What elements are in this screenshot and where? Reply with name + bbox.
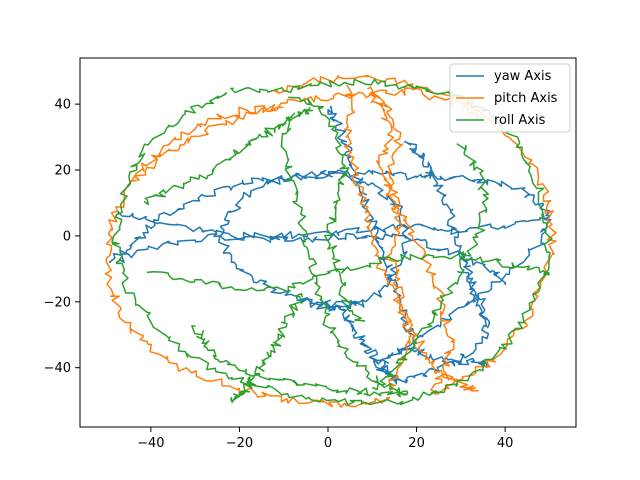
y-tick-label: 0 bbox=[63, 229, 71, 244]
legend-frame bbox=[449, 63, 571, 133]
series-line-roll-3 bbox=[280, 112, 408, 396]
y-axis-ticks: −40 −20 0 20 40 bbox=[44, 98, 80, 376]
series-line-yaw-2 bbox=[218, 169, 413, 309]
legend-label-roll: roll Axis bbox=[494, 113, 546, 128]
series-line-pitch-1 bbox=[274, 74, 557, 395]
series-line-roll-7 bbox=[372, 143, 490, 391]
series-line-yaw-8 bbox=[327, 105, 417, 350]
legend-label-yaw: yaw Axis bbox=[494, 69, 552, 84]
series-line-roll-5 bbox=[146, 251, 550, 293]
legend-label-pitch: pitch Axis bbox=[494, 91, 558, 106]
x-tick-label: 20 bbox=[408, 436, 425, 451]
series-line-yaw-7 bbox=[404, 140, 491, 329]
x-tick-label: 40 bbox=[497, 436, 514, 451]
series-line-roll-6 bbox=[288, 96, 366, 323]
series-line-roll-2 bbox=[143, 106, 314, 206]
series-line-yaw-0 bbox=[108, 169, 552, 356]
series-line-yaw-1 bbox=[116, 210, 550, 241]
series-line-pitch-3 bbox=[367, 86, 455, 392]
series-line-yaw-5 bbox=[300, 297, 365, 312]
y-tick-label: 40 bbox=[54, 98, 71, 113]
series-line-roll-4 bbox=[191, 325, 409, 398]
x-tick-label: −40 bbox=[137, 436, 164, 451]
legend: yaw Axis pitch Axis roll Axis bbox=[449, 63, 571, 133]
x-tick-label: −20 bbox=[226, 436, 253, 451]
series-line-roll-8 bbox=[229, 292, 304, 404]
y-tick-label: −40 bbox=[44, 361, 71, 376]
x-axis-ticks: −40 −20 0 20 40 bbox=[137, 427, 513, 451]
y-tick-label: 20 bbox=[54, 164, 71, 179]
series-line-roll-0 bbox=[111, 91, 553, 406]
series-line-yaw-4 bbox=[324, 299, 391, 376]
y-tick-label: −20 bbox=[44, 295, 71, 310]
x-tick-label: 0 bbox=[324, 436, 332, 451]
series-line-pitch-2 bbox=[343, 84, 412, 391]
